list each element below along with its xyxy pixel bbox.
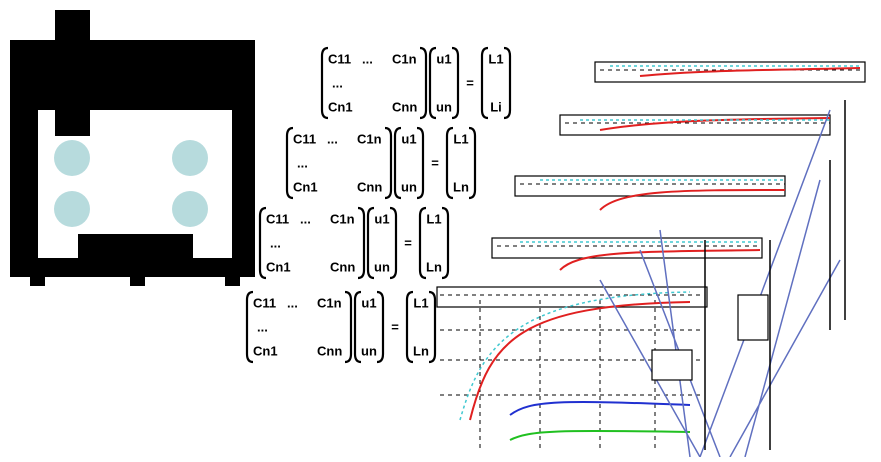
chart-panel [491, 237, 763, 259]
equals-sign: = [466, 75, 474, 90]
device-stem [55, 110, 90, 136]
matrix-entry: ... [297, 155, 308, 170]
connector-line [599, 109, 841, 458]
matrix-entry: C11 [253, 295, 276, 310]
matrix-entry: ... [300, 211, 311, 226]
dashed-grid [440, 69, 860, 296]
bracket [451, 46, 460, 120]
matrix-entry: C1n [317, 295, 342, 310]
matrix-entry: Cn1 [293, 179, 318, 194]
bracket [419, 46, 428, 120]
red-curve [469, 67, 861, 421]
matrix-entry: C11 [266, 211, 289, 226]
vector-entry: un [401, 179, 417, 194]
bracket [320, 46, 329, 120]
device-foot [30, 276, 45, 286]
bracket [376, 290, 385, 364]
vector-entry: Li [490, 99, 502, 114]
vector-entry: Ln [413, 343, 429, 358]
matrix-entry: Cnn [330, 259, 355, 274]
bracket [389, 206, 398, 280]
vector-entry: L1 [453, 131, 468, 146]
matrix-entry: ... [287, 295, 298, 310]
bracket [480, 46, 489, 120]
vector-entry: L1 [413, 295, 428, 310]
device-diagram [10, 10, 255, 286]
matrix-entry: ... [362, 51, 373, 66]
equation: C11... C1n... Cn1 Cnn u1 un = L1 Li [320, 46, 512, 120]
vector-entry: u1 [401, 131, 416, 146]
matrix-entry: Cnn [392, 99, 417, 114]
device-base [78, 234, 193, 260]
bracket [245, 290, 254, 364]
vector-entry: u1 [361, 295, 376, 310]
matrix-entry: ... [327, 131, 338, 146]
vector-entry: L1 [488, 51, 503, 66]
bracket [393, 126, 402, 200]
matrix-entry: C1n [357, 131, 382, 146]
bracket [441, 206, 450, 280]
vector-entry: u1 [374, 211, 389, 226]
bracket [428, 46, 437, 120]
matrix-entry: C11 [328, 51, 351, 66]
bracket [405, 290, 414, 364]
bracket [353, 290, 362, 364]
bracket [344, 290, 353, 364]
matrix-entry: ... [332, 75, 343, 90]
device-foot [130, 276, 145, 286]
bracket [384, 126, 393, 200]
matrix-entry: C11 [293, 131, 316, 146]
equals-sign: = [391, 319, 399, 334]
bracket [285, 126, 294, 200]
stacked-charts [436, 61, 866, 458]
vector-entry: un [436, 99, 452, 114]
vector-entry: un [361, 343, 377, 358]
bracket [258, 206, 267, 280]
inset-legend [651, 349, 693, 381]
device-foot [225, 276, 240, 286]
vector-entry: L1 [426, 211, 441, 226]
bracket [428, 290, 437, 364]
equals-sign: = [404, 235, 412, 250]
bracket [416, 126, 425, 200]
matrix-entry: Cnn [317, 343, 342, 358]
matrix-entry: C1n [330, 211, 355, 226]
bracket [418, 206, 427, 280]
vector-entry: Ln [453, 179, 469, 194]
equation: C11... C1n... Cn1 Cnn u1 un = L1 Ln [285, 126, 477, 200]
bracket [503, 46, 512, 120]
vector-entry: un [374, 259, 390, 274]
vector-entry: u1 [436, 51, 451, 66]
inset-legend [737, 294, 769, 341]
chart-panel [436, 286, 708, 308]
equation: C11... C1n... Cn1 Cnn u1 un = L1 Ln [245, 290, 437, 364]
cyan-curve [459, 65, 860, 421]
matrix-entry: ... [270, 235, 281, 250]
blue-curve [509, 401, 691, 416]
matrix-entry: Cnn [357, 179, 382, 194]
bracket [357, 206, 366, 280]
sample-well [172, 140, 208, 176]
sample-well [54, 191, 90, 227]
device-top [55, 10, 90, 42]
bracket [366, 206, 375, 280]
axis-line [704, 100, 846, 450]
matrix-entry: C1n [392, 51, 417, 66]
matrix-entry: Cn1 [266, 259, 291, 274]
matrix-entry: ... [257, 319, 268, 334]
bracket [468, 126, 477, 200]
dashed-grid [440, 300, 700, 450]
sample-well [172, 191, 208, 227]
matrix-entry: Cn1 [253, 343, 278, 358]
vector-entry: Ln [426, 259, 442, 274]
equation: C11... C1n... Cn1 Cnn u1 un = L1 Ln [258, 206, 450, 280]
sample-well [54, 140, 90, 176]
matrix-entry: Cn1 [328, 99, 353, 114]
equals-sign: = [431, 155, 439, 170]
bracket [445, 126, 454, 200]
green-curve [509, 429, 691, 441]
